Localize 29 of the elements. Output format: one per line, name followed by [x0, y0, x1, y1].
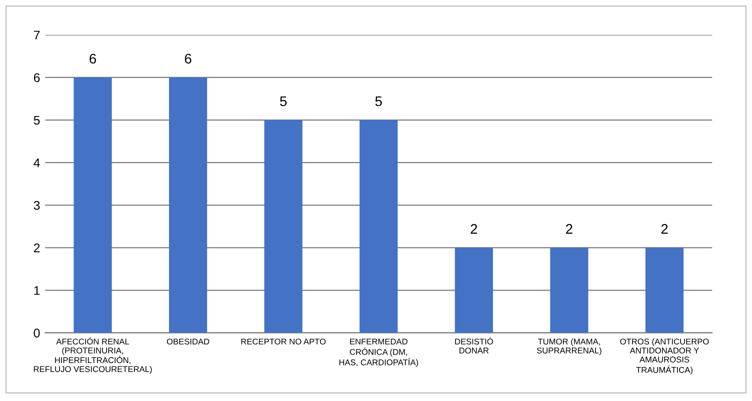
y-tick-label: 1 — [34, 286, 40, 295]
data-label: 2 — [661, 224, 668, 234]
x-tick-label: OBESIDAD — [166, 338, 210, 345]
y-tick-label: 4 — [34, 158, 40, 168]
data-label: 5 — [280, 96, 287, 106]
y-tick-label: 3 — [34, 200, 40, 210]
y-tick-label: 5 — [34, 116, 40, 125]
bar — [645, 248, 684, 333]
bar — [74, 77, 112, 333]
x-tick-label: AFECCIÓN RENAL (PROTEINURIA, HIPERFILTRACIÓN, REFLUJO VESICOURETERAL) — [34, 337, 152, 374]
x-tick-label: DESISTIÓ DONAR — [455, 337, 493, 354]
bar — [168, 77, 208, 333]
data-label: 2 — [566, 224, 572, 234]
x-tick-label: RECEPTOR NO APTO — [241, 338, 326, 345]
y-tick-label: 7 — [34, 30, 40, 40]
y-tick-label: 2 — [34, 244, 40, 252]
bar — [360, 120, 398, 333]
data-label: 2 — [470, 224, 478, 234]
data-label: 5 — [375, 96, 382, 106]
data-label: 6 — [184, 54, 192, 64]
x-tick-label: ENFERMEDAD CRÓNICA (DM, HAS, CARDIOPATÍA) — [339, 338, 418, 367]
x-tick-label: OTROS (ANTICUERPO ANTIDONADOR Y AMAUROSIS TRAUMÁTICA) — [620, 338, 709, 374]
x-tick-label: TUMOR (MAMA, SUPRARRENAL) — [536, 338, 602, 356]
y-tick-label: 6 — [34, 73, 40, 82]
bar — [454, 248, 493, 333]
bar — [264, 120, 302, 333]
bar — [550, 248, 588, 333]
data-label: 6 — [90, 54, 96, 64]
y-tick-label: 0 — [34, 328, 40, 338]
